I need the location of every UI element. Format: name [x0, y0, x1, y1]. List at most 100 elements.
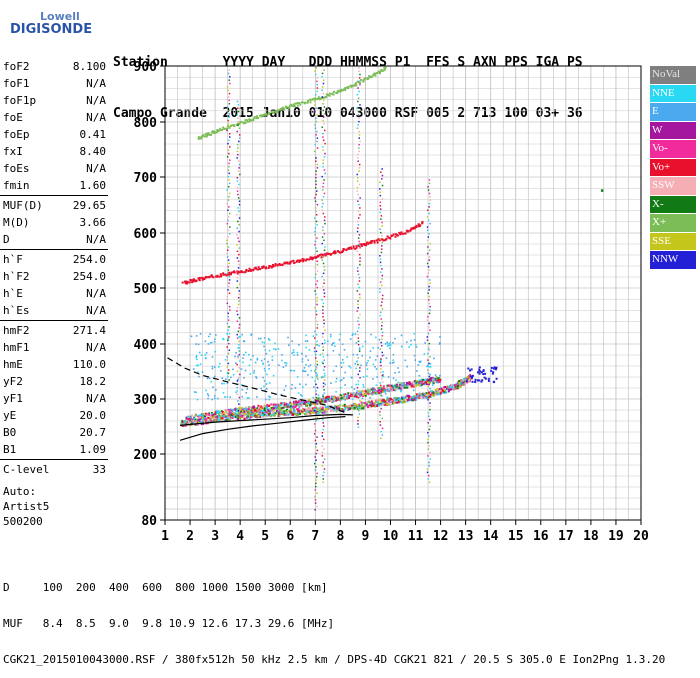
echo-point — [285, 105, 288, 108]
echo-point — [322, 428, 324, 431]
echo-point — [339, 380, 342, 382]
echo-point — [358, 163, 361, 166]
echo-point — [381, 351, 383, 354]
echo-point — [371, 401, 374, 404]
echo-point — [315, 107, 318, 109]
echo-point — [244, 369, 247, 372]
echo-point — [426, 252, 429, 255]
echo-point — [274, 342, 276, 345]
echo-point — [262, 415, 265, 418]
echo-point — [314, 127, 317, 129]
echo-point — [238, 240, 240, 243]
echo-point — [256, 115, 258, 118]
echo-point — [428, 474, 430, 477]
param-label: MUF(D) — [3, 199, 43, 212]
echo-point — [261, 266, 264, 269]
echo-point — [201, 371, 204, 373]
echo-point — [332, 370, 335, 372]
echo-point — [381, 198, 384, 200]
echo-point — [239, 335, 242, 338]
echo-point — [437, 391, 440, 394]
echo-point — [456, 382, 459, 385]
echo-point — [388, 398, 391, 401]
echo-point — [226, 417, 229, 420]
echo-point — [380, 248, 383, 250]
echo-point — [453, 387, 456, 390]
echo-point — [316, 333, 318, 336]
echo-point — [427, 359, 429, 361]
echo-point — [405, 396, 407, 399]
echo-point — [429, 356, 431, 358]
echo-point — [204, 354, 207, 356]
echo-point — [237, 170, 240, 172]
param-value: 0.41 — [79, 128, 107, 141]
param-value: 18.2 — [79, 375, 107, 388]
echo-point — [374, 359, 377, 361]
echo-point — [428, 233, 430, 235]
echo-point — [314, 429, 317, 432]
echo-point — [418, 360, 421, 363]
echo-point — [220, 419, 223, 422]
echo-point — [379, 205, 382, 207]
echo-point — [309, 411, 312, 414]
echo-point — [204, 133, 207, 136]
echo-point — [227, 169, 230, 171]
echo-point — [344, 405, 347, 408]
echo-point — [416, 395, 419, 397]
echo-point — [359, 313, 361, 316]
echo-point — [356, 80, 359, 83]
echo-point — [349, 246, 352, 249]
echo-point — [238, 416, 241, 419]
echo-point — [381, 395, 383, 397]
echo-point — [362, 395, 365, 397]
echo-point — [356, 190, 358, 192]
echo-point — [428, 212, 430, 215]
echo-point — [320, 398, 323, 401]
echo-point — [273, 414, 276, 417]
echo-point — [275, 407, 277, 410]
echo-point — [237, 107, 239, 109]
echo-point — [219, 273, 222, 276]
echo-point — [291, 340, 293, 342]
echo-point — [197, 136, 200, 139]
echo-point — [349, 404, 352, 407]
echo-point — [237, 104, 240, 106]
echo-point — [421, 220, 424, 223]
echo-point — [379, 424, 382, 426]
echo-point — [428, 465, 430, 467]
echo-point — [322, 336, 324, 338]
echo-point — [417, 223, 420, 226]
echo-point — [377, 347, 379, 349]
echo-point — [471, 380, 474, 383]
echo-point — [427, 364, 429, 367]
echo-point — [438, 343, 441, 345]
echo-point — [367, 77, 370, 80]
echo-point — [385, 386, 388, 389]
echo-point — [469, 375, 472, 378]
param-label: M(D) — [3, 216, 30, 229]
echo-point — [201, 418, 204, 421]
echo-point — [200, 137, 203, 140]
echo-point — [198, 351, 201, 354]
echo-point — [325, 411, 328, 414]
echo-point — [359, 377, 361, 379]
x-tick-label: 20 — [633, 529, 649, 544]
echo-point — [306, 407, 309, 410]
echo-point — [297, 413, 299, 416]
echo-point — [323, 322, 325, 325]
echo-point — [254, 414, 257, 417]
echo-point — [428, 322, 430, 325]
echo-point — [380, 231, 382, 234]
echo-point — [374, 405, 377, 408]
echo-point — [212, 413, 215, 416]
echo-point — [428, 206, 430, 208]
echo-point — [321, 199, 323, 201]
echo-point — [323, 99, 325, 102]
echo-point — [238, 203, 241, 206]
echo-point — [427, 372, 430, 375]
y-tick-label: 400 — [134, 338, 158, 353]
echo-point — [462, 383, 465, 386]
echo-point — [192, 368, 195, 370]
echo-point — [250, 410, 253, 413]
echo-point — [339, 404, 342, 407]
